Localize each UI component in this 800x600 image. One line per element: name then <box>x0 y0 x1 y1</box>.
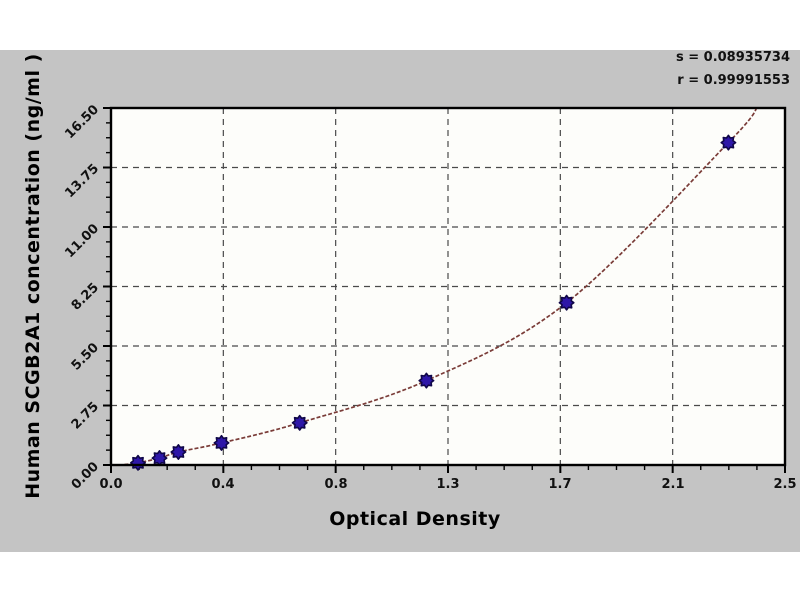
plot-frame <box>109 106 787 467</box>
data-point-marker <box>418 372 435 389</box>
data-point-marker <box>291 414 308 431</box>
x-tick-label: 1.7 <box>548 477 572 492</box>
fit-r-value: r = 0.99991553 <box>677 72 790 88</box>
data-point-marker <box>213 434 230 451</box>
fit-s-value: s = 0.08935734 <box>675 50 790 65</box>
x-tick-label: 2.1 <box>661 477 685 492</box>
data-point-marker <box>558 294 575 311</box>
data-point-marker <box>151 450 168 467</box>
x-tick-label: 2.5 <box>773 477 797 492</box>
y-axis-title: Human SCGB2A1 concentration (ng/ml ) <box>22 53 44 499</box>
fit-statistics: s = 0.08935734 r = 0.99991553 <box>676 47 790 93</box>
data-point-marker <box>720 134 737 151</box>
data-point-marker <box>170 444 187 460</box>
x-tick-label: 0.4 <box>211 477 235 492</box>
x-tick-label: 0.0 <box>99 477 123 492</box>
x-tick-label: 1.3 <box>436 477 460 492</box>
x-axis-title: Optical Density <box>329 508 501 530</box>
x-tick-label: 0.8 <box>324 477 348 492</box>
data-point-marker <box>130 454 146 471</box>
